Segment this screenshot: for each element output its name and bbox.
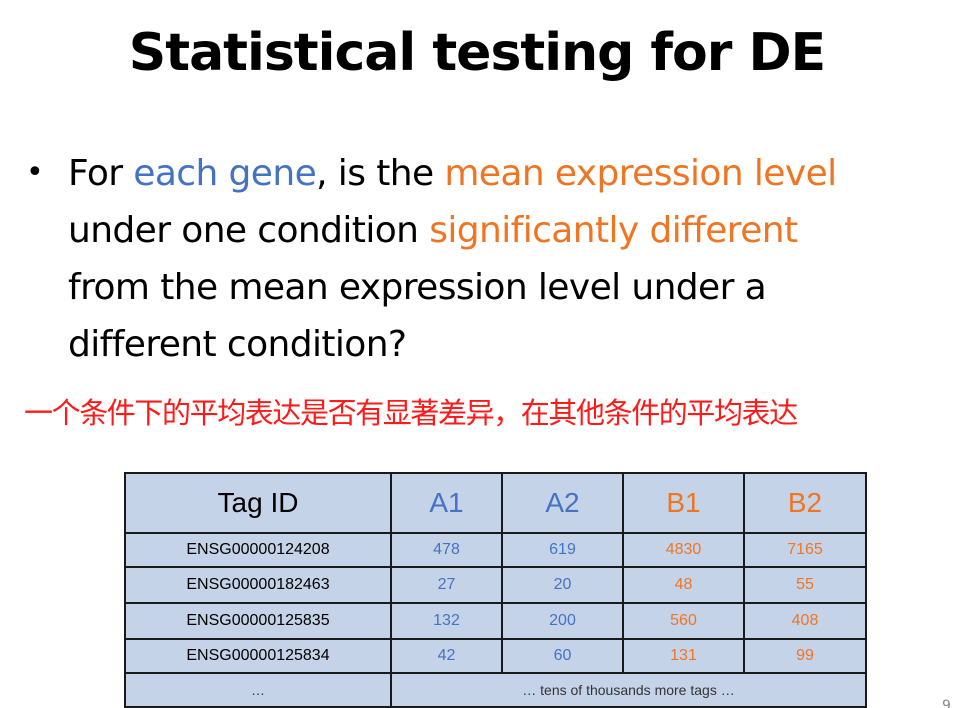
cell-a2: 20 [501,566,624,604]
header-b1: B1 [622,472,745,534]
slide-number: 9 [942,698,951,708]
highlight-each-gene: each gene [133,153,317,194]
cell-b2: 408 [743,602,867,640]
cell-a2: 200 [501,602,624,640]
bullet-dot-icon: • [26,155,44,190]
bullet-line-4: different condition? [68,324,407,365]
cell-b1: 4830 [622,532,745,568]
cell-a1: 132 [390,602,503,640]
cell-b1: 131 [622,638,745,674]
table-row: ENSG00000125835 132 200 560 408 [124,602,867,640]
cell-tag: ENSG00000125835 [124,602,392,640]
cell-a1: 27 [390,566,503,604]
highlight-mean-expression: mean expression level [444,153,837,194]
header-b2: B2 [743,472,867,534]
table-row: ENSG00000125834 42 60 131 99 [124,638,867,674]
bullet-line-2: under one condition significantly differ… [68,210,798,251]
cell-b2: 99 [743,638,867,674]
table-footer-row: … … tens of thousands more tags … [124,672,867,708]
bullet-line-3: from the mean expression level under a [68,267,767,308]
bullet-text: For each gene, is the mean expression le… [68,145,938,373]
cell-tag: ENSG00000182463 [124,566,392,604]
cell-b2: 55 [743,566,867,604]
table-row: ENSG00000124208 478 619 4830 7165 [124,532,867,568]
cell-a2: 60 [501,638,624,674]
cell-a2: 619 [501,532,624,568]
cell-b2: 7165 [743,532,867,568]
table-row: ENSG00000182463 27 20 48 55 [124,566,867,604]
chinese-annotation: 一个条件下的平均表达是否有显著差异，在其他条件的平均表达 [24,396,798,430]
cell-a1: 42 [390,638,503,674]
cell-ellipsis: … [124,672,392,708]
cell-b1: 560 [622,602,745,640]
header-a1: A1 [390,472,503,534]
header-a2: A2 [501,472,624,534]
cell-tag: ENSG00000125834 [124,638,392,674]
slide-title: Statistical testing for DE [128,23,826,83]
cell-tag: ENSG00000124208 [124,532,392,568]
bullet-line-1: For each gene, is the mean expression le… [68,153,837,194]
highlight-significantly-different: significantly different [429,210,798,251]
header-tag-id: Tag ID [124,472,392,534]
cell-a1: 478 [390,532,503,568]
expression-table: Tag ID A1 A2 B1 B2 ENSG00000124208 478 6… [124,472,867,708]
cell-more-tags-note: … tens of thousands more tags … [390,672,867,708]
cell-b1: 48 [622,566,745,604]
table-header-row: Tag ID A1 A2 B1 B2 [124,472,867,534]
